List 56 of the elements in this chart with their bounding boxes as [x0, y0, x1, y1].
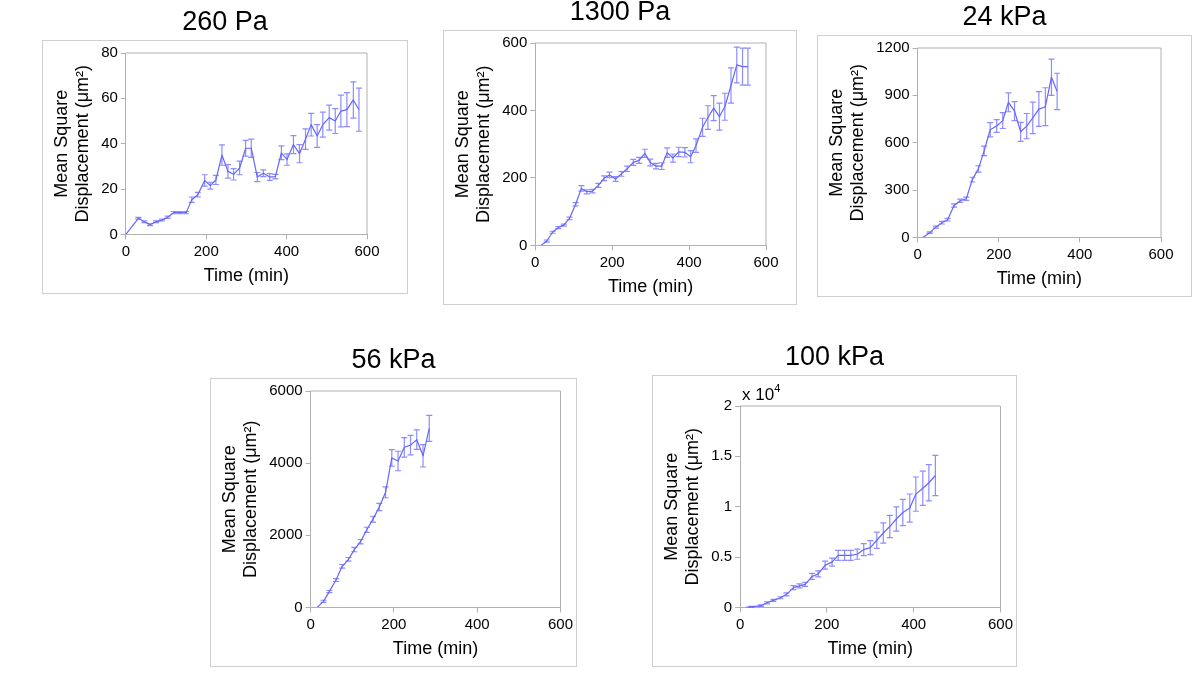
y-axis-title: Mean Square Displacement (μm²): [660, 428, 703, 586]
x-tick-label: 600: [547, 614, 573, 632]
x-tick-label: 600: [354, 241, 380, 259]
y-tick-label: 600: [502, 33, 528, 51]
x-tick-label: 200: [599, 252, 625, 270]
x-tick-label: 600: [1148, 244, 1174, 262]
chart-title: 56 kPa: [350, 343, 437, 376]
y-axis-title: Mean Square Displacement (μm²): [218, 420, 261, 578]
y-tick-label: 40: [101, 133, 118, 151]
y-axis-title: Mean Square Displacement (μm²): [451, 65, 494, 223]
y-tick-label: 0: [109, 224, 118, 242]
x-tick-label: 200: [193, 241, 219, 259]
chart-title: 24 kPa: [961, 0, 1048, 33]
y-tick-label: 200: [502, 168, 528, 186]
y-tick-label: 60: [101, 88, 118, 106]
y-tick-label: 6000: [269, 381, 303, 399]
x-tick-label: 400: [901, 614, 927, 632]
y-tick-label: 0: [901, 227, 910, 245]
y-tick-label: 2000: [269, 525, 303, 543]
y-tick-label: 20: [101, 179, 118, 197]
y-tick-label: 2: [723, 396, 733, 414]
chart-title: 1300 Pa: [568, 0, 672, 28]
chart-title: 260 Pa: [181, 5, 269, 38]
x-tick-label: 0: [735, 614, 745, 632]
y-tick-label: 4000: [269, 453, 303, 471]
y-tick-label: 0: [294, 597, 303, 615]
y-axis-title: Mean Square Displacement (μm²): [50, 65, 93, 223]
x-tick-label: 600: [987, 614, 1013, 632]
y-axis-title: Mean Square Displacement (μm²): [825, 64, 868, 222]
y-tick-label: 300: [884, 180, 910, 198]
y-tick-label: 1: [723, 496, 733, 514]
x-tick-label: 200: [814, 614, 840, 632]
y-tick-label: 1.5: [711, 446, 733, 464]
x-tick-label: 400: [464, 614, 490, 632]
x-tick-label: 200: [381, 614, 407, 632]
x-tick-label: 600: [753, 252, 779, 270]
chart-title: 100 kPa: [783, 340, 886, 373]
x-axis-title: Time (min): [996, 268, 1082, 289]
x-axis-title: Time (min): [827, 638, 913, 659]
x-tick-label: 0: [121, 241, 131, 259]
x-tick-label: 0: [531, 252, 540, 270]
x-axis-title: Time (min): [203, 265, 290, 286]
x-tick-label: 200: [986, 244, 1012, 262]
x-tick-label: 0: [306, 614, 315, 632]
y-tick-label: 0.5: [711, 547, 733, 565]
y-tick-label: 0: [723, 597, 733, 615]
y-tick-label: 400: [502, 100, 528, 118]
y-tick-label: 600: [884, 132, 910, 150]
x-axis-title: Time (min): [392, 638, 479, 659]
x-axis-title: Time (min): [607, 276, 694, 297]
x-tick-label: 400: [1067, 244, 1093, 262]
x-tick-label: 400: [676, 252, 702, 270]
y-tick-label: 1200: [876, 38, 910, 56]
x-tick-label: 0: [913, 244, 922, 262]
y-tick-label: 80: [101, 43, 118, 61]
y-tick-label: 900: [884, 85, 910, 103]
